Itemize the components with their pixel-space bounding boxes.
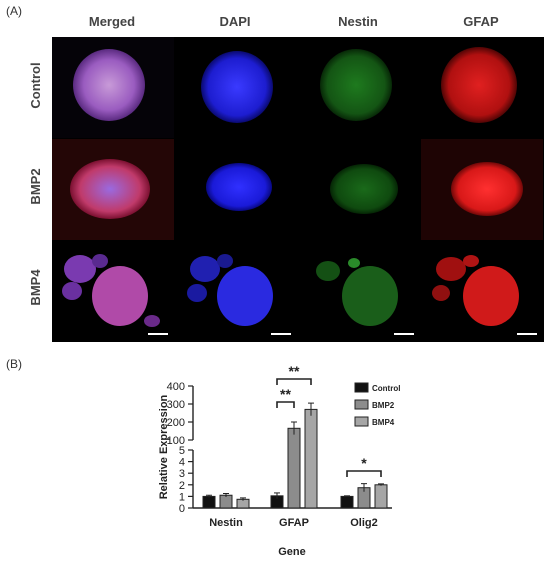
y-tick-label: 200 — [167, 417, 185, 429]
micrograph-bmp4-nestin — [298, 241, 420, 342]
micrograph-control-merged — [52, 37, 174, 138]
significance-label: ** — [280, 386, 291, 402]
y-tick-label: 1 — [179, 491, 185, 503]
bar-olig2-control — [340, 495, 354, 509]
micrograph-grid — [52, 37, 544, 342]
column-header-merged: Merged — [88, 14, 136, 29]
y-tick-label: 3 — [179, 468, 185, 480]
y-tick-label: 400 — [167, 381, 185, 393]
legend-label-control: Control — [372, 384, 400, 393]
column-header-nestin: Nestin — [338, 14, 378, 29]
micrograph-bmp2-gfap — [421, 139, 543, 240]
significance-bracket — [346, 470, 382, 477]
bar-gfap-bmp2 — [287, 427, 301, 509]
x-tick-label: GFAP — [279, 517, 309, 529]
bar-nestin-control — [202, 495, 216, 509]
legend-label-bmp4: BMP4 — [372, 418, 395, 427]
panel-b-label: (B) — [6, 357, 22, 371]
micrograph-control-nestin — [298, 37, 420, 138]
micrograph-bmp4-gfap — [421, 241, 543, 342]
bar-olig2-bmp4 — [374, 484, 388, 509]
panel-a-label: (A) — [6, 4, 22, 18]
y-tick-label: 5 — [179, 445, 185, 457]
legend-label-bmp2: BMP2 — [372, 401, 395, 410]
micrograph-bmp2-dapi — [175, 139, 297, 240]
x-axis-label: Gene — [278, 546, 306, 558]
legend-swatch-bmp4 — [354, 416, 369, 427]
y-tick-label: 100 — [167, 435, 185, 447]
y-axis-label: Relative Expression — [158, 394, 170, 499]
micrograph-bmp2-merged — [52, 139, 174, 240]
y-tick-label: 2 — [179, 480, 185, 492]
row-header-bmp2: BMP2 — [28, 168, 43, 205]
legend-swatch-control — [354, 382, 369, 393]
column-header-gfap: GFAP — [463, 14, 499, 29]
significance-bracket — [276, 378, 312, 385]
row-header-bmp4: BMP4 — [28, 269, 43, 306]
significance-bracket — [276, 401, 295, 408]
micrograph-bmp2-nestin — [298, 139, 420, 240]
legend-swatch-bmp2 — [354, 399, 369, 410]
significance-label: ** — [289, 363, 300, 379]
y-tick-label: 0 — [179, 503, 185, 515]
bar-nestin-bmp2 — [219, 494, 233, 509]
micrograph-control-dapi — [175, 37, 297, 138]
micrograph-bmp4-dapi — [175, 241, 297, 342]
significance-label: * — [361, 455, 367, 471]
bar-gfap-bmp4 — [304, 408, 318, 509]
row-header-control: Control — [28, 62, 43, 109]
x-tick-label: Nestin — [209, 517, 243, 529]
column-header-dapi: DAPI — [219, 14, 251, 29]
y-tick-label: 300 — [167, 399, 185, 411]
x-tick-label: Olig2 — [350, 517, 378, 529]
micrograph-bmp4-merged — [52, 241, 174, 342]
y-tick-label: 4 — [179, 457, 185, 469]
micrograph-control-gfap — [421, 37, 543, 138]
